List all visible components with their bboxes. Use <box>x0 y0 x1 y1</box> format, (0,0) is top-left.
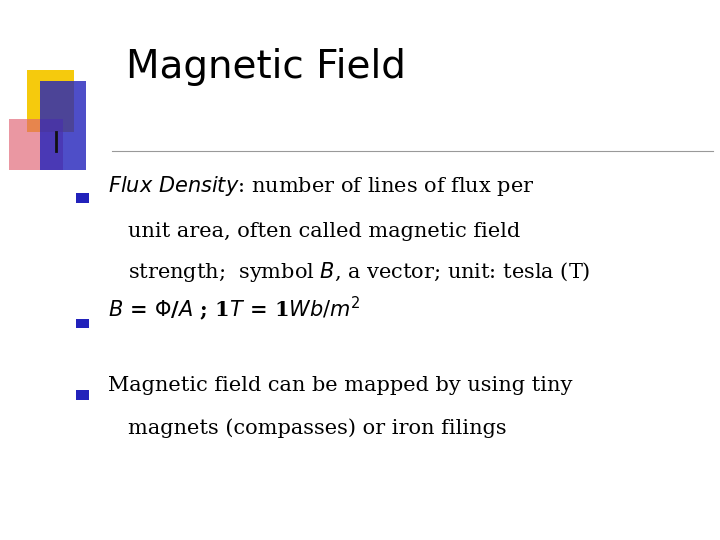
Bar <box>76 390 89 400</box>
Bar <box>27 70 74 132</box>
Bar <box>76 319 89 328</box>
Bar <box>40 81 86 170</box>
Text: magnets (compasses) or iron filings: magnets (compasses) or iron filings <box>128 418 507 438</box>
Text: Magnetic Field: Magnetic Field <box>126 49 406 86</box>
Bar <box>76 193 89 203</box>
Text: unit area, often called magnetic field: unit area, often called magnetic field <box>128 222 521 241</box>
Text: $\mathit{B}$ = $\mathit{\Phi}$/$\mathit{A}$ ; 1$\mathit{T}$ = 1$\mathit{Wb/m}$$^: $\mathit{B}$ = $\mathit{\Phi}$/$\mathit{… <box>108 294 360 323</box>
Bar <box>9 119 63 170</box>
Text: Magnetic field can be mapped by using tiny: Magnetic field can be mapped by using ti… <box>108 376 572 395</box>
Text: $\mathit{Flux\ Density}$: number of lines of flux per: $\mathit{Flux\ Density}$: number of line… <box>108 174 534 198</box>
Text: strength;  symbol $\mathit{B}$, a vector; unit: tesla (T): strength; symbol $\mathit{B}$, a vector;… <box>128 260 590 284</box>
